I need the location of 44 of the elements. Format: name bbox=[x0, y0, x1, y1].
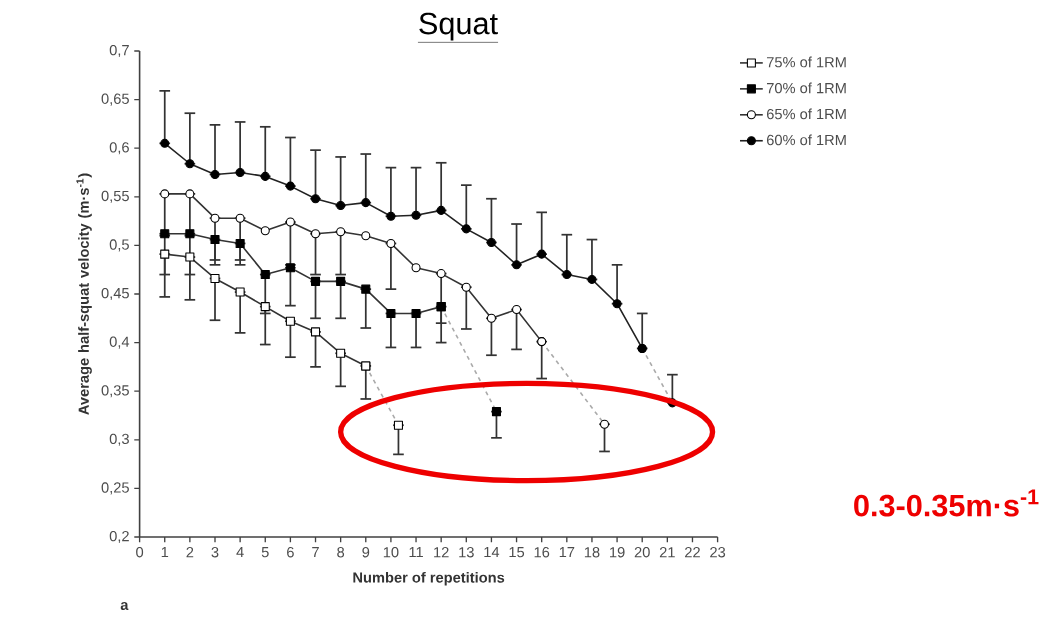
legend-label: 75% of 1RM bbox=[766, 56, 846, 68]
x-tick-label: 15 bbox=[509, 547, 525, 558]
x-tick-label: 2 bbox=[186, 547, 194, 558]
x-tick-label: 19 bbox=[610, 547, 625, 558]
y-tick-label: 0,25 bbox=[101, 482, 129, 495]
x-tick-label: 10 bbox=[383, 547, 399, 558]
y-tick-label: 0,6 bbox=[109, 142, 129, 155]
y-axis-title: Average half-squat velocity (m·s$^{-1}$) bbox=[76, 173, 92, 415]
x-tick-label: 23 bbox=[710, 547, 726, 558]
text: 0.3-0.35m·s$^{-1}$ bbox=[854, 489, 1039, 517]
x-tick-label: 21 bbox=[659, 547, 675, 558]
y-tick-label: 0,35 bbox=[101, 385, 129, 398]
y-tick-label: 0,2 bbox=[109, 530, 129, 544]
x-tick-label: 7 bbox=[312, 547, 319, 558]
x-tick-label: 4 bbox=[236, 547, 244, 558]
y-tick-label: 0,7 bbox=[109, 44, 129, 58]
x-tick-label: 18 bbox=[584, 547, 600, 558]
y-tick-label: 0,3 bbox=[109, 433, 129, 446]
chart-title: Squat bbox=[419, 12, 498, 41]
x-tick-label: 14 bbox=[484, 547, 500, 558]
x-tick-label: 16 bbox=[534, 547, 550, 558]
legend-label: 70% of 1RM bbox=[766, 82, 846, 94]
x-tick-label: 3 bbox=[211, 547, 219, 558]
y-tick-label: 0,5 bbox=[109, 239, 129, 252]
y-tick-label: 0,55 bbox=[101, 190, 129, 203]
x-tick-label: 5 bbox=[261, 547, 269, 558]
x-tick-label: 22 bbox=[685, 547, 700, 558]
x-axis-title: Number of repetitions bbox=[353, 571, 505, 586]
y-tick-label: 0,45 bbox=[101, 287, 129, 301]
x-tick-label: 13 bbox=[459, 547, 474, 558]
x-tick-label: 8 bbox=[337, 547, 345, 558]
x-tick-label: 1 bbox=[161, 547, 169, 558]
x-tick-label: 20 bbox=[634, 547, 650, 558]
text: a bbox=[120, 601, 129, 610]
x-tick-label: 6 bbox=[287, 547, 294, 558]
x-tick-label: 9 bbox=[362, 547, 370, 558]
x-tick-label: 11 bbox=[409, 547, 423, 558]
y-tick-label: 0,65 bbox=[101, 93, 129, 106]
legend-label: 65% of 1RM bbox=[766, 108, 846, 120]
legend-label: 60% of 1RM bbox=[766, 134, 846, 146]
x-tick-label: 0 bbox=[136, 547, 144, 558]
y-tick-label: 0,4 bbox=[109, 336, 130, 349]
x-tick-label: 17 bbox=[559, 547, 575, 558]
x-tick-label: 12 bbox=[434, 547, 449, 558]
